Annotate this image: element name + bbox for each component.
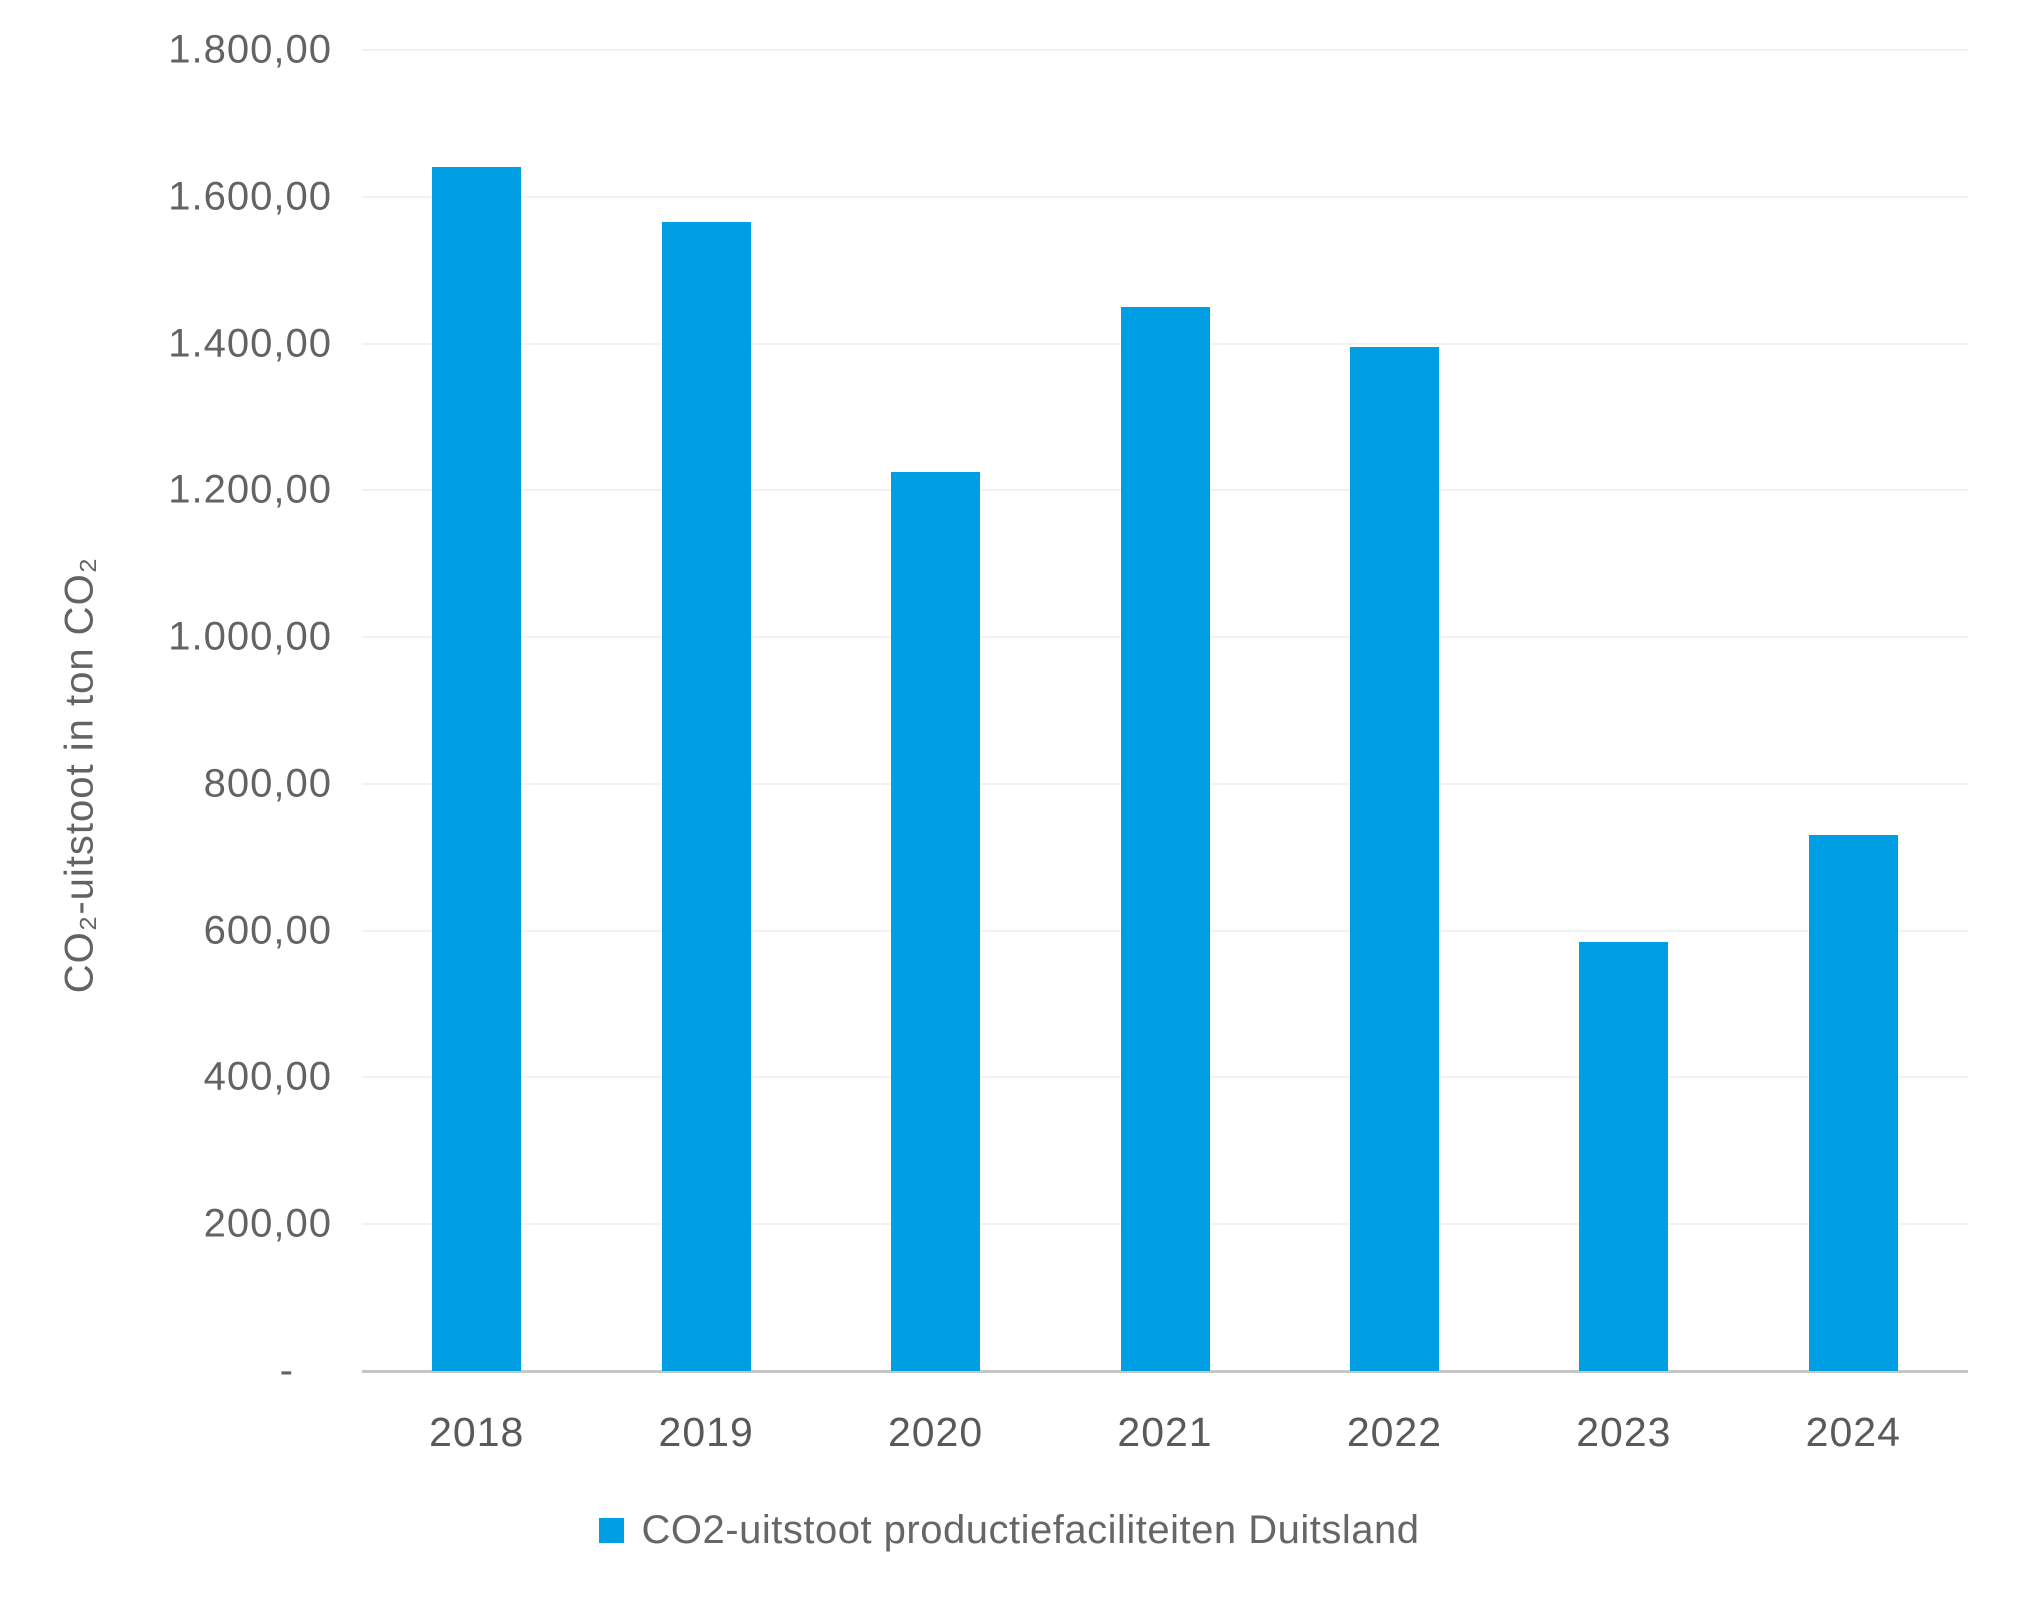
x-axis-line — [362, 1370, 1968, 1373]
x-label-2023: 2023 — [1576, 1409, 1672, 1455]
x-label-2018: 2018 — [429, 1409, 525, 1455]
bar-2024 — [1808, 835, 1898, 1371]
bar-2018 — [432, 167, 522, 1371]
y-tick-label: - — [279, 1348, 294, 1393]
y-tick-label: 1.000,00 — [168, 614, 332, 659]
x-label-2022: 2022 — [1346, 1409, 1443, 1455]
bar-2019 — [661, 222, 751, 1371]
x-axis-labels: 2018 2019 2020 2021 2022 2023 2024 — [362, 1409, 1968, 1459]
x-label-2021: 2021 — [1117, 1409, 1213, 1455]
y-tick-label: 800,00 — [203, 761, 332, 806]
y-tick-label: 1.600,00 — [168, 174, 332, 219]
bar-2020 — [891, 472, 981, 1371]
bar-2021 — [1120, 306, 1210, 1371]
gridline — [362, 49, 1968, 51]
y-tick-label: 600,00 — [203, 908, 332, 953]
y-tick-label: 1.800,00 — [168, 27, 332, 72]
legend: CO2-uitstoot productiefaciliteiten Duits… — [0, 1503, 2018, 1557]
x-label-2019: 2019 — [658, 1409, 754, 1455]
y-tick-label: 1.200,00 — [168, 467, 332, 512]
x-label-2024: 2024 — [1805, 1409, 1901, 1455]
y-tick-label: 200,00 — [203, 1201, 332, 1246]
x-label-2020: 2020 — [887, 1409, 984, 1455]
legend-color-swatch — [598, 1517, 624, 1543]
plot-area — [362, 49, 1968, 1373]
y-tick-label: 400,00 — [203, 1054, 332, 1099]
bar-2022 — [1349, 347, 1439, 1371]
gridline — [362, 195, 1968, 198]
bar-2023 — [1579, 941, 1669, 1371]
y-axis-ticks: - 200,00 400,00 600,00 800,00 1.000,00 1.200,0… — [0, 28, 332, 1393]
legend-label: CO2-uitstoot productiefaciliteiten Duits… — [641, 1507, 1420, 1552]
y-tick-label: 1.400,00 — [168, 321, 332, 366]
